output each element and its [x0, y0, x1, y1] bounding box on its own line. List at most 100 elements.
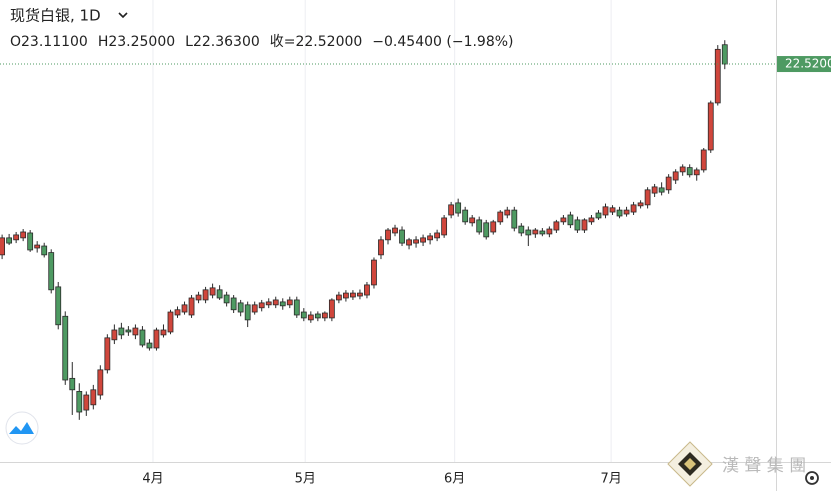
candle-body	[623, 209, 630, 215]
candle-body	[539, 230, 546, 235]
last-price-tag	[777, 56, 831, 73]
candle-body	[27, 232, 34, 251]
candle-body	[167, 311, 174, 333]
candle-body	[616, 209, 623, 217]
candle-body	[230, 297, 237, 311]
candle-body	[90, 389, 97, 406]
candle-body	[83, 394, 90, 411]
candle-body	[146, 342, 153, 349]
candle-body	[637, 202, 644, 207]
candle-body	[62, 315, 69, 381]
candle-body	[686, 167, 693, 176]
candle-body	[188, 297, 195, 316]
candle-body	[399, 229, 405, 244]
candle-body	[160, 329, 167, 336]
logo-circle	[5, 411, 39, 445]
candle-body	[34, 244, 41, 249]
x-tick-label: 7月	[600, 472, 621, 487]
settings-gear[interactable]	[805, 471, 819, 485]
candle-body	[132, 327, 139, 336]
candles	[0, 40, 728, 420]
candle-body	[406, 239, 412, 246]
candle-body	[286, 299, 293, 306]
candle-body	[216, 289, 223, 299]
interval-chevron[interactable]	[118, 12, 128, 19]
candle-body	[441, 217, 448, 236]
candle-body	[588, 217, 595, 223]
x-tick-label: 6月	[444, 472, 465, 487]
candle-body	[609, 207, 616, 213]
legend-value: L22.36300	[185, 34, 260, 50]
candle-body	[595, 212, 602, 219]
gear-ring	[805, 471, 819, 485]
ohlc-legend: O23.11100 H23.25000 L22.36300 收=22.52000 −0.…	[10, 34, 514, 50]
candle-body	[153, 329, 160, 349]
candle-body	[55, 286, 62, 326]
candle-body	[181, 304, 188, 313]
candle-body	[139, 329, 146, 346]
candle-body	[553, 221, 560, 231]
candle-body	[357, 292, 363, 297]
candle-body	[700, 149, 707, 171]
candle-body	[202, 289, 209, 301]
candle-body	[602, 206, 609, 216]
candle-body	[462, 209, 469, 223]
candle-body	[490, 221, 497, 233]
candle-body	[581, 219, 588, 231]
legend-value: 收=22.52000	[270, 34, 363, 50]
candle-body	[104, 337, 111, 371]
candle-body	[651, 186, 658, 194]
tv-logo[interactable]	[5, 411, 39, 445]
candle-body	[97, 369, 104, 396]
candle-body	[13, 234, 20, 241]
candle-body	[41, 245, 48, 256]
candle-body	[293, 299, 300, 316]
last-price-label: 22.5200	[785, 57, 831, 71]
candle-body	[237, 302, 244, 313]
candle-body	[385, 229, 391, 241]
candle-body	[328, 299, 335, 319]
grid	[152, 0, 612, 462]
candle-body	[125, 329, 132, 333]
candle-body	[476, 219, 483, 233]
candle-body	[518, 225, 525, 234]
candle-body	[630, 204, 637, 213]
candle-body	[195, 294, 202, 301]
candle-body	[448, 204, 455, 216]
candle-body	[350, 292, 356, 298]
candle-body	[644, 189, 651, 206]
candle-body	[420, 237, 426, 243]
candle-body	[413, 239, 419, 244]
candle-body	[76, 391, 83, 413]
candle-body	[265, 301, 272, 306]
candle-body	[378, 239, 384, 256]
candle-body	[251, 304, 258, 313]
candle-body	[721, 44, 728, 65]
candle-body	[244, 304, 251, 321]
candle-body	[111, 329, 118, 341]
candle-body	[560, 217, 567, 223]
watermark-core	[684, 458, 696, 470]
gear-center	[810, 476, 814, 480]
candle-body	[665, 176, 672, 191]
logo-shape	[9, 422, 34, 434]
candle-body	[321, 312, 328, 319]
candle-body	[693, 169, 700, 176]
candle-body	[279, 301, 286, 307]
candle-body	[525, 229, 532, 236]
x-tick-label: 4月	[142, 472, 163, 487]
candle-body	[532, 229, 539, 235]
candle-body	[371, 259, 377, 286]
candle-body	[658, 187, 665, 193]
candle-body	[174, 309, 181, 316]
candle-body	[546, 228, 553, 235]
candle-body	[483, 222, 490, 238]
candle-body	[504, 209, 511, 216]
candle-body	[335, 294, 342, 301]
candle-body	[343, 292, 349, 299]
candle-body	[392, 227, 398, 234]
candle-body	[0, 237, 6, 256]
candle-body	[258, 302, 265, 309]
legend-value: O23.11100	[10, 34, 88, 50]
legend-value: H23.25000	[98, 34, 175, 50]
